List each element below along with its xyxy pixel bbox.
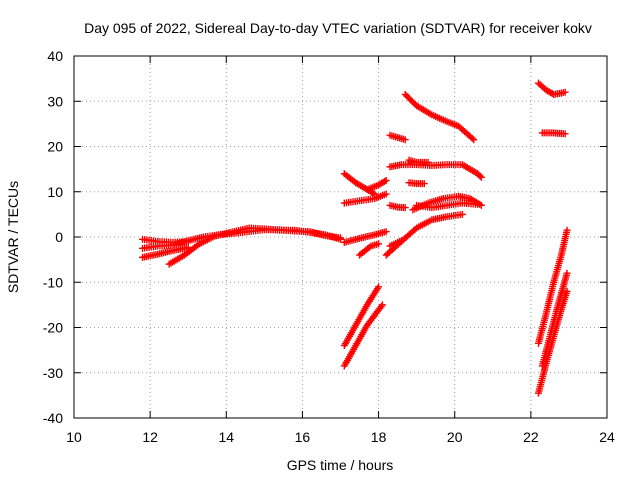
y-tick-label: 30 [47,93,63,109]
data-point [382,176,390,184]
y-tick-label: 40 [47,48,63,64]
y-tick-label: 20 [47,139,63,155]
x-tick-label: 18 [371,429,387,445]
y-tick-label: -30 [43,365,63,381]
data-point [337,235,344,243]
data-point [397,237,405,245]
y-axis-label: SDTVAR / TECUs [5,181,21,293]
chart-title: Day 095 of 2022, Sidereal Day-to-day VTE… [84,20,592,36]
x-tick-label: 20 [447,429,463,445]
series-arc-18 [401,90,478,144]
series-arc-14 [386,161,485,181]
data-point [563,269,571,277]
data-point [381,177,389,185]
data-point [477,173,485,181]
series-arc-24 [534,226,571,347]
data-point [458,210,466,218]
data-marks [139,79,571,397]
data-point [477,201,485,209]
data-point [476,172,484,180]
data-point [401,136,409,144]
data-point [563,287,571,295]
data-point [365,243,373,251]
y-tick-label: -20 [43,320,63,336]
data-point [561,130,569,138]
x-tick-label: 22 [523,429,539,445]
data-point [382,190,390,198]
data-point [382,228,390,236]
series-arc-04 [165,224,344,268]
x-tick-label: 10 [66,429,82,445]
x-axis-label: GPS time / hours [287,457,394,473]
data-point [474,200,482,208]
data-point [375,283,383,291]
series-arc-06 [356,240,383,259]
series-arc-21 [413,199,482,212]
y-tick-label: -40 [43,410,63,426]
x-tick-label: 24 [599,429,615,445]
data-point [378,301,386,309]
x-tick-label: 12 [142,429,158,445]
series-arc-15 [386,201,409,212]
x-tick-label: 14 [218,429,234,445]
data-point [401,204,409,212]
series-arc-16 [405,179,428,188]
series-arc-03 [139,243,192,261]
data-point [424,158,432,166]
axis-ticks [73,55,608,419]
series-arc-08 [386,237,405,250]
grid-lines [74,56,607,418]
series-arc-19 [405,156,432,166]
axis-tick-labels: 10 12 14 16 18 20 22 24 -40 -30 -20 -10 0 10 20 30 40 [43,48,615,445]
data-point [563,226,571,234]
series-arc-12 [340,190,390,207]
series-arc-13 [363,176,390,193]
series-arc-05 [340,228,390,246]
y-tick-label: 0 [55,229,63,245]
y-tick-label: 10 [47,184,63,200]
series-arc-17 [386,131,409,144]
series-arc-10 [340,301,386,370]
series-arc-09 [340,283,383,350]
series-arc-26 [534,287,571,397]
series-arc-23 [538,129,569,138]
series-arc-22 [534,79,569,98]
data-point [420,180,428,188]
data-point [561,88,569,96]
x-tick-label: 16 [295,429,311,445]
data-point [470,136,478,144]
series-arc-07 [382,210,466,259]
y-tick-label: -10 [43,274,63,290]
data-point [375,240,383,248]
data-point [468,134,476,142]
